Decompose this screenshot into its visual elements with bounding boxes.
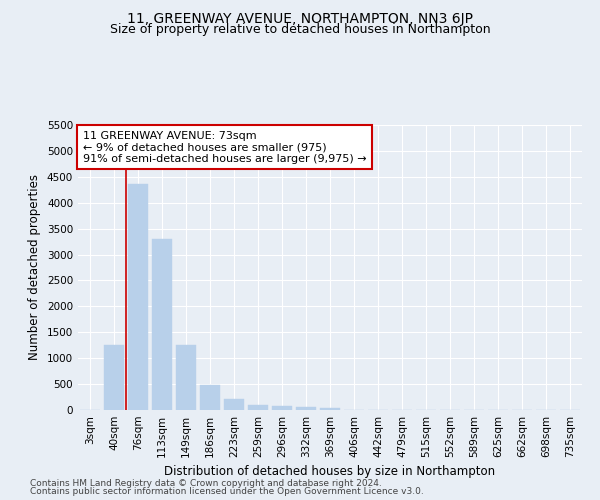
Bar [176, 344, 196, 410]
Bar [128, 184, 148, 410]
Bar [320, 408, 340, 410]
Bar [152, 239, 172, 410]
Text: Size of property relative to detached houses in Northampton: Size of property relative to detached ho… [110, 22, 490, 36]
Text: 11 GREENWAY AVENUE: 73sqm
← 9% of detached houses are smaller (975)
91% of semi-: 11 GREENWAY AVENUE: 73sqm ← 9% of detach… [83, 130, 367, 164]
Bar [272, 406, 292, 410]
Bar [200, 384, 220, 410]
Text: 11, GREENWAY AVENUE, NORTHAMPTON, NN3 6JP: 11, GREENWAY AVENUE, NORTHAMPTON, NN3 6J… [127, 12, 473, 26]
Bar [104, 344, 124, 410]
Y-axis label: Number of detached properties: Number of detached properties [28, 174, 41, 360]
Bar [296, 407, 316, 410]
Bar [224, 399, 244, 410]
Text: Contains public sector information licensed under the Open Government Licence v3: Contains public sector information licen… [30, 487, 424, 496]
X-axis label: Distribution of detached houses by size in Northampton: Distribution of detached houses by size … [164, 466, 496, 478]
Bar [248, 405, 268, 410]
Text: Contains HM Land Registry data © Crown copyright and database right 2024.: Contains HM Land Registry data © Crown c… [30, 478, 382, 488]
